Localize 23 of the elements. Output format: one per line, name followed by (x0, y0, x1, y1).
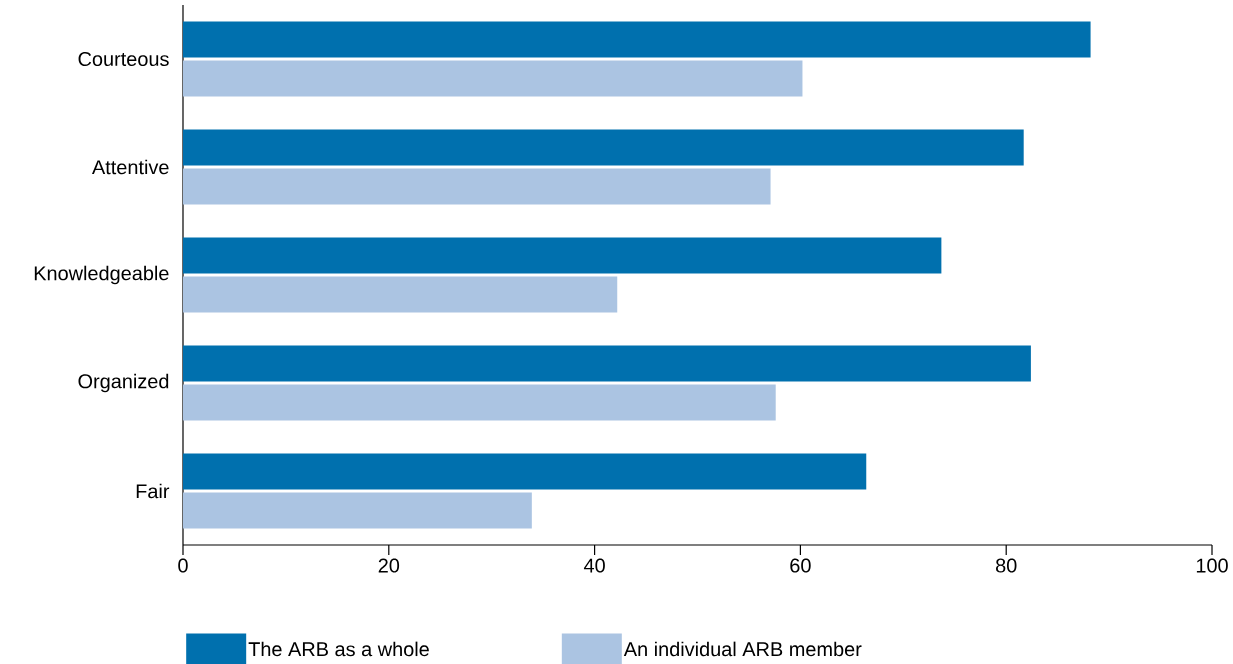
bar (183, 168, 771, 205)
bar (183, 492, 532, 529)
bar (183, 60, 803, 97)
bar (183, 21, 1091, 58)
bar (183, 129, 1024, 166)
y-tick-label: Attentive (91, 159, 169, 175)
bar (183, 384, 776, 421)
y-tick-label: Organized (78, 373, 169, 393)
x-tick-label: 60 (790, 558, 811, 573)
bar (183, 453, 867, 490)
x-tick-label: 40 (583, 558, 605, 573)
y-tick-label: Fair (136, 483, 170, 499)
legend-label: The ARB as a whole (248, 641, 429, 657)
y-tick-label: Courteous (78, 51, 169, 67)
x-tick-label: 0 (178, 558, 188, 573)
x-tick-label: 20 (378, 558, 400, 573)
x-tick-label: 80 (995, 558, 1017, 573)
x-tick-label: 100 (1196, 558, 1228, 573)
legend-label: An individual ARB member (623, 641, 862, 657)
bar (183, 345, 1031, 382)
bar (183, 237, 942, 274)
bar (183, 276, 618, 313)
y-tick-label: Knowledgeable (34, 265, 169, 285)
